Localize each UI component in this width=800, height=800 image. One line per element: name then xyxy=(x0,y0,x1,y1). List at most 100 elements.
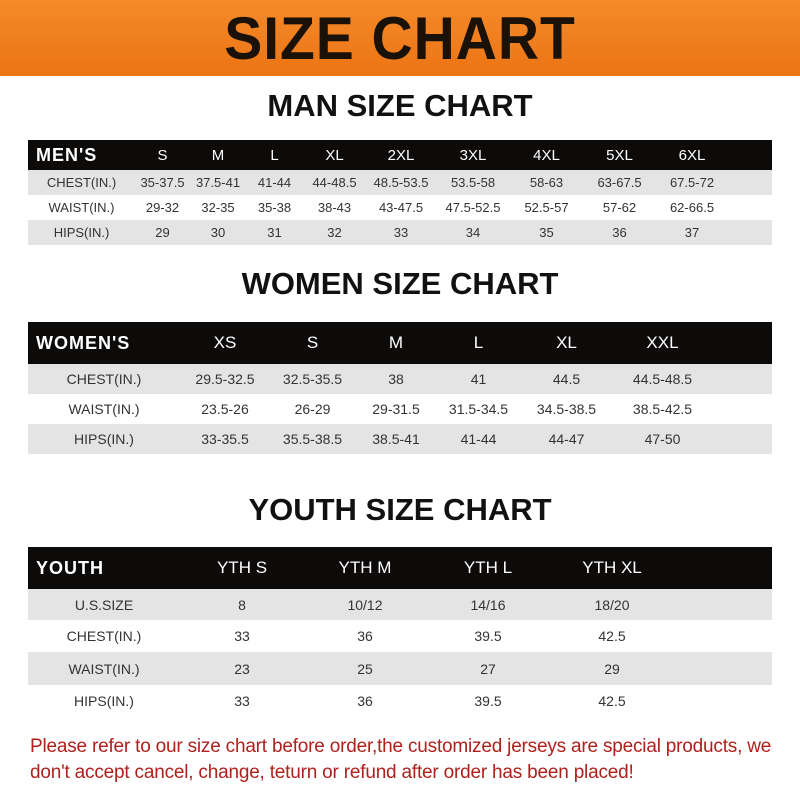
table-cell: 2XL xyxy=(387,146,415,164)
table-cell: XL xyxy=(325,146,344,164)
table-cell: 23.5-26 xyxy=(201,401,249,417)
table-cell: 8 xyxy=(238,596,246,613)
table-cell: XS xyxy=(213,333,237,352)
banner-title: SIZE CHART xyxy=(224,4,576,72)
row-label: WAIST(IN.) xyxy=(68,660,140,677)
table-row: WAIST(IN.) 29-32 32-35 35-38 38-43 43-47.5 47.… xyxy=(28,195,772,220)
table-cell: 36 xyxy=(357,628,373,644)
row-label: CHEST(IN.) xyxy=(66,628,142,644)
table-cell: 14/16 xyxy=(470,596,506,613)
row-label: WOMEN'S xyxy=(36,332,131,353)
order-notice: Please refer to our size chart before or… xyxy=(30,736,772,783)
table-cell: 47.5-52.5 xyxy=(445,200,501,215)
table-cell: L xyxy=(270,146,279,164)
table-row: HIPS(IN.) 33 36 39.5 42.5 xyxy=(28,685,772,717)
table-row: HIPS(IN.) 33-35.5 35.5-38.5 38.5-41 41-44 44-… xyxy=(28,424,772,454)
table-cell: 37.5-41 xyxy=(195,175,241,190)
youth-size-table: YOUTH YTH S YTH M YTH L YTH XL U.S.SIZE 8 10/12… xyxy=(28,547,772,717)
table-cell: XL xyxy=(556,333,577,352)
table-cell: 35 xyxy=(539,225,554,240)
table-cell: 44-47 xyxy=(548,431,585,447)
table-cell: 29-31.5 xyxy=(372,401,420,417)
banner: SIZE CHART xyxy=(0,0,800,76)
row-label: WAIST(IN.) xyxy=(68,401,140,417)
table-cell: L xyxy=(473,333,484,352)
table-cell: 42.5 xyxy=(598,628,626,644)
table-cell: 36 xyxy=(612,225,627,240)
table-row: U.S.SIZE 8 10/12 14/16 18/20 xyxy=(28,589,772,620)
table-cell: S xyxy=(157,146,168,164)
table-cell: 32-35 xyxy=(201,200,235,215)
table-cell: 57-62 xyxy=(602,200,637,215)
women-size-table: WOMEN'S XS S M L XL XXL CHEST(IN.) 29.5-32.5 32.5… xyxy=(28,322,772,454)
row-label: CHEST(IN.) xyxy=(46,175,117,190)
youth-title: YOUTH SIZE CHART xyxy=(248,492,552,527)
table-cell: 48.5-53.5 xyxy=(373,175,429,190)
table-cell: 53.5-58 xyxy=(450,175,496,190)
table-cell: 38 xyxy=(388,371,404,387)
table-cell: 41-44 xyxy=(460,431,497,447)
table-cell: 38.5-42.5 xyxy=(632,401,693,417)
table-cell: 29.5-32.5 xyxy=(195,371,255,387)
table-cell: 41 xyxy=(470,371,487,387)
table-cell: 29 xyxy=(604,660,620,677)
table-cell: 10/12 xyxy=(347,596,383,613)
table-row: WAIST(IN.) 23 25 27 29 xyxy=(28,652,772,685)
row-label: MEN'S xyxy=(36,144,98,165)
table-cell: 33-35.5 xyxy=(201,431,249,447)
table-cell: 25 xyxy=(357,660,373,677)
row-label: U.S.SIZE xyxy=(74,596,134,613)
table-header-row: MEN'S S M L XL 2XL 3XL 4XL 5XL 6XL xyxy=(28,140,772,170)
table-cell: 52.5-57 xyxy=(524,200,569,215)
table-cell: 43-47.5 xyxy=(378,200,424,215)
table-cell: 35-38 xyxy=(257,200,292,215)
table-row: CHEST(IN.) 33 36 39.5 42.5 xyxy=(28,620,772,652)
table-cell: 26-29 xyxy=(294,401,331,417)
table-cell: 30 xyxy=(210,225,226,240)
table-cell: 31 xyxy=(267,225,282,240)
table-cell: 44.5 xyxy=(552,371,581,387)
table-cell: 62-66.5 xyxy=(669,200,715,215)
table-cell: M xyxy=(388,333,404,352)
table-cell: YTH M xyxy=(338,558,392,577)
table-cell: 34.5-38.5 xyxy=(536,401,597,417)
table-cell: 4XL xyxy=(533,146,560,164)
table-cell: 3XL xyxy=(459,146,487,164)
table-cell: 44-48.5 xyxy=(312,175,357,190)
table-header-row: YOUTH YTH S YTH M YTH L YTH XL xyxy=(28,547,772,589)
table-cell: 29 xyxy=(155,225,170,240)
table-cell: 42.5 xyxy=(598,693,626,709)
table-cell: YTH XL xyxy=(582,558,642,577)
table-cell: 23 xyxy=(234,660,250,677)
table-cell: 44.5-48.5 xyxy=(632,371,693,387)
table-cell: 18/20 xyxy=(594,596,630,613)
table-cell: 5XL xyxy=(606,146,633,164)
table-row: HIPS(IN.) 29 30 31 32 33 34 35 36 37 xyxy=(28,220,772,245)
table-row: CHEST(IN.) 35-37.5 37.5-41 41-44 44-48.5 48.5… xyxy=(28,170,772,195)
table-cell: 58-63 xyxy=(529,175,564,190)
table-cell: 39.5 xyxy=(474,628,502,644)
table-cell: 36 xyxy=(357,693,373,709)
table-cell: 38.5-41 xyxy=(372,431,420,447)
table-cell: 32 xyxy=(327,225,342,240)
table-cell: 31.5-34.5 xyxy=(448,401,509,417)
row-label: CHEST(IN.) xyxy=(66,371,142,387)
table-cell: 33 xyxy=(234,628,250,644)
row-label: YOUTH xyxy=(36,557,104,578)
table-cell: 6XL xyxy=(678,146,706,164)
table-cell: XXL xyxy=(646,333,679,352)
table-cell: 41-44 xyxy=(257,175,292,190)
table-header-row: WOMEN'S XS S M L XL XXL xyxy=(28,322,772,364)
table-cell: 63-67.5 xyxy=(597,175,642,190)
women-title: WOMEN SIZE CHART xyxy=(241,266,559,301)
table-cell: YTH L xyxy=(463,558,513,577)
table-cell: M xyxy=(211,146,225,164)
table-cell: 29-32 xyxy=(145,200,180,215)
table-cell: 33 xyxy=(234,693,250,709)
table-cell: 27 xyxy=(480,660,496,677)
table-cell: 39.5 xyxy=(474,693,502,709)
table-cell: S xyxy=(306,333,319,352)
table-cell: 47-50 xyxy=(644,431,681,447)
table-cell: 34 xyxy=(465,225,481,240)
men-size-table: MEN'S S M L XL 2XL 3XL 4XL 5XL 6XL CHEST(IN.) 35-37… xyxy=(28,140,772,245)
